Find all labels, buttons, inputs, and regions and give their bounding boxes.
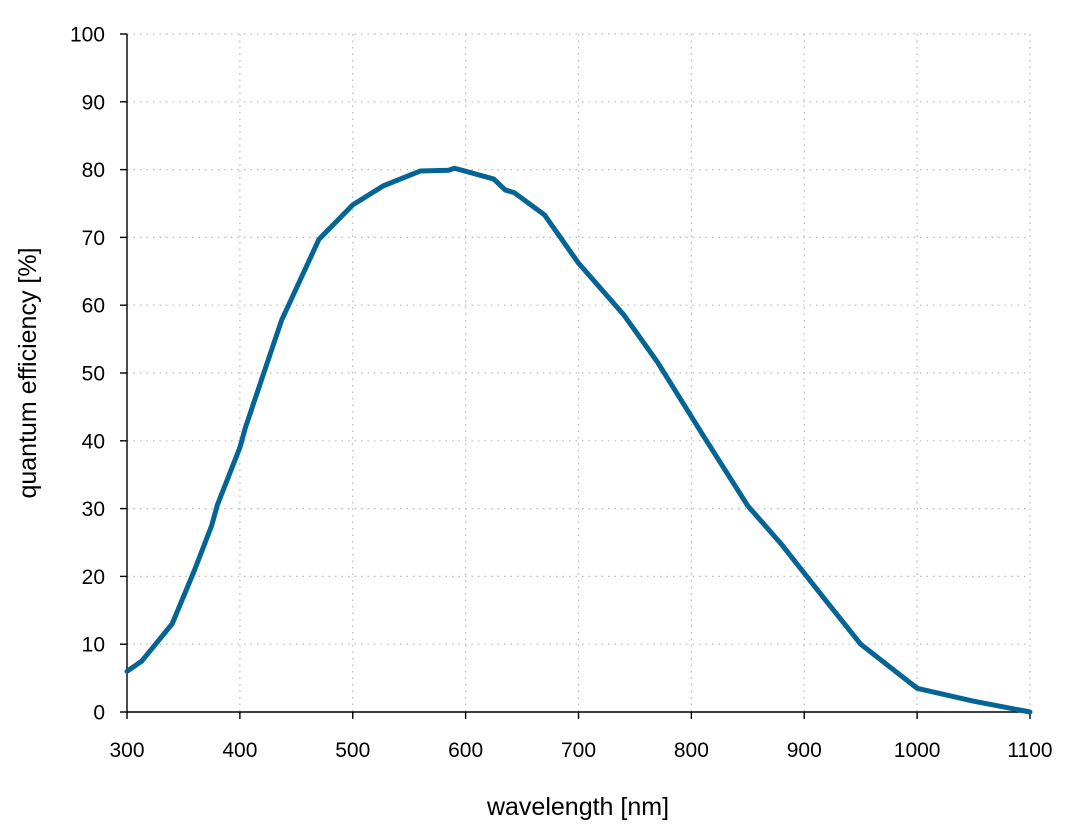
ticks: 300 400 500 600 700 800 900 1000 1100 0 10 20 30 40 50… [70,24,1053,763]
x-tick-label-1000: 1000 [894,739,941,762]
y-tick-label-70: 70 [82,227,105,250]
y-tick-label-10: 10 [82,634,105,657]
y-tick-label-60: 60 [82,295,105,318]
x-tick-label-1100: 1100 [1007,739,1052,762]
x-tick-label-600: 600 [448,739,483,762]
x-tick-label-900: 900 [787,739,822,762]
y-tick-label-0: 0 [93,702,105,725]
y-tick-label-90: 90 [82,91,105,114]
x-tick-label-800: 800 [674,739,709,762]
x-tick-label-500: 500 [335,739,370,762]
series-line-0 [124,165,1033,715]
y-axis-title: quantum efficiency [%] [14,247,42,498]
series-layer [124,165,1033,715]
x-tick-label-700: 700 [561,739,596,762]
x-axis-title: wavelength [nm] [486,793,669,821]
y-tick-label-20: 20 [82,566,105,589]
y-tick-label-30: 30 [82,498,105,521]
y-tick-label-100: 100 [70,24,105,47]
x-tick-label-400: 400 [222,739,257,762]
x-tick-label-300: 300 [109,739,144,762]
y-tick-label-50: 50 [82,363,105,386]
y-tick-label-80: 80 [82,159,105,182]
grid [127,33,1031,712]
y-tick-label-40: 40 [82,430,105,453]
